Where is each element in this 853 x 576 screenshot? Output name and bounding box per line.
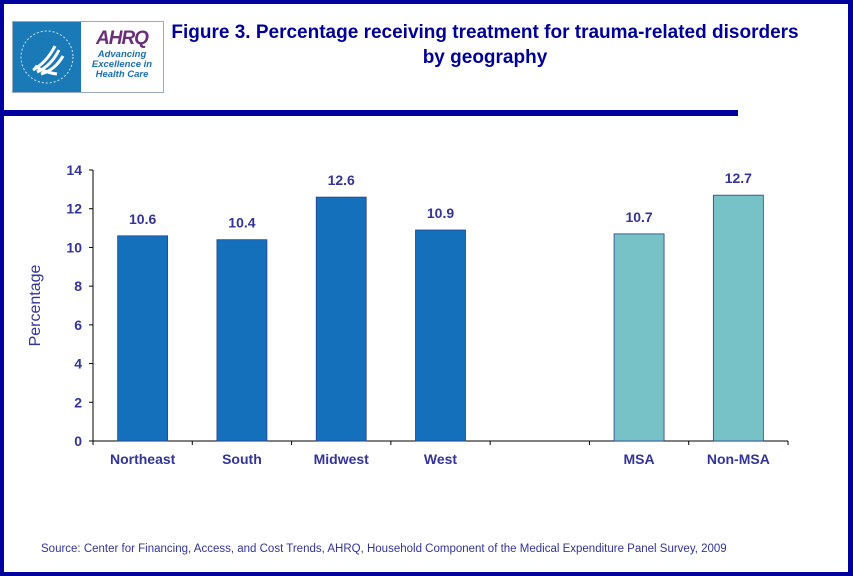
logo-tagline: Advancing Excellence in Health Care — [91, 49, 153, 80]
bar-midwest — [315, 196, 367, 442]
y-tick-label: 0 — [74, 433, 82, 449]
source-note: Source: Center for Financing, Access, an… — [41, 543, 727, 555]
bar-south — [216, 239, 268, 442]
data-label: 10.6 — [129, 211, 156, 227]
frame-bottom — [0, 572, 853, 576]
y-tick-label: 12 — [66, 201, 82, 217]
header-divider — [0, 110, 738, 116]
x-tick-label: South — [222, 451, 262, 467]
x-tick-label: Non-MSA — [707, 451, 770, 467]
y-tick-label: 6 — [74, 317, 82, 333]
y-tick-label: 4 — [74, 356, 82, 372]
ahrq-wordmark: AHRQ — [96, 28, 149, 49]
y-tick-label: 10 — [66, 239, 82, 255]
hhs-eagle-icon — [13, 22, 81, 92]
frame-top — [0, 0, 853, 4]
data-label: 12.6 — [328, 172, 355, 188]
data-label: 10.7 — [625, 209, 652, 225]
chart-title: Figure 3. Percentage receiving treatment… — [171, 22, 799, 68]
x-tick-label: MSA — [624, 451, 655, 467]
data-label: 12.7 — [725, 170, 752, 186]
bar-msa — [613, 233, 665, 442]
x-tick-label: West — [424, 451, 458, 467]
y-tick-label: 8 — [74, 278, 82, 294]
data-label: 10.4 — [228, 215, 255, 231]
ahrq-logo: AHRQ Advancing Excellence in Health Care — [12, 21, 164, 93]
x-tick-label: Midwest — [314, 451, 370, 467]
bar-non-msa — [712, 194, 764, 442]
y-tick-label: 14 — [66, 162, 82, 178]
bar-northeast — [117, 235, 169, 442]
x-tick-label: Northeast — [110, 451, 176, 467]
bar-west — [415, 229, 466, 442]
frame-left — [0, 0, 4, 576]
frame-right — [848, 0, 853, 576]
y-tick-label: 2 — [74, 394, 82, 410]
y-axis-label: Percentage — [27, 264, 44, 346]
data-label: 10.9 — [427, 205, 454, 221]
